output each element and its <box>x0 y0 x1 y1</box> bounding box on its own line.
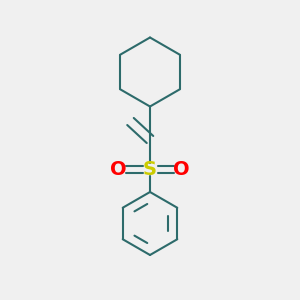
Text: O: O <box>110 160 127 179</box>
Text: S: S <box>143 160 157 179</box>
Text: O: O <box>173 160 190 179</box>
